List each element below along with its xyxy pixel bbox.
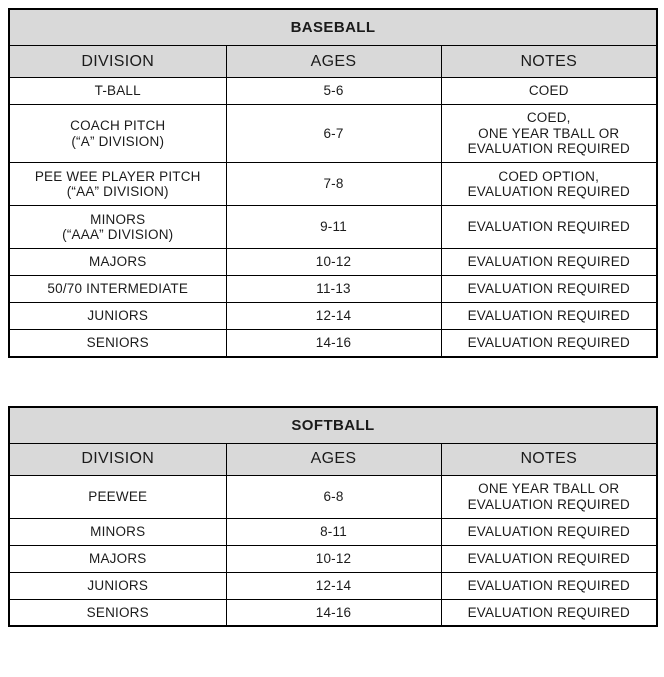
softball-column-header-row: DIVISION AGES NOTES (8, 442, 658, 476)
table-row: SENIORS 14-16 EVALUATION REQUIRED (8, 329, 658, 357)
baseball-table-title: BASEBALL (8, 8, 658, 46)
baseball-table: BASEBALL DIVISION AGES NOTES T-BALL 5-6 CO… (8, 8, 658, 358)
notes-cell: COED, ONE YEAR TBALL OR EVALUATION REQUIRE… (440, 104, 658, 163)
notes-cell: COED OPTION, EVALUATION REQUIRED (440, 162, 658, 206)
table-row: MINORS 8-11 EVALUATION REQUIRED (8, 517, 658, 546)
division-cell: PEEWEE (8, 474, 227, 519)
table-row: COACH PITCH (“A” DIVISION) 6-7 COED, ONE YEA… (8, 104, 658, 163)
division-cell: COACH PITCH (“A” DIVISION) (8, 104, 227, 163)
ages-cell: 10-12 (225, 544, 442, 573)
division-cell: MINORS (8, 517, 227, 546)
division-cell: JUNIORS (8, 302, 227, 330)
ages-cell: 9-11 (225, 205, 442, 249)
notes-cell: EVALUATION REQUIRED (440, 248, 658, 276)
notes-cell: EVALUATION REQUIRED (440, 544, 658, 573)
notes-cell: EVALUATION REQUIRED (440, 205, 658, 249)
column-header-ages: AGES (225, 442, 442, 476)
table-row: JUNIORS 12-14 EVALUATION REQUIRED (8, 302, 658, 330)
division-cell: 50/70 INTERMEDIATE (8, 275, 227, 303)
notes-cell: EVALUATION REQUIRED (440, 571, 658, 600)
ages-cell: 11-13 (225, 275, 442, 303)
ages-cell: 6-8 (225, 474, 442, 519)
notes-cell: ONE YEAR TBALL OR EVALUATION REQUIRED (440, 474, 658, 519)
notes-cell: EVALUATION REQUIRED (440, 598, 658, 627)
ages-cell: 8-11 (225, 517, 442, 546)
table-row: PEEWEE 6-8 ONE YEAR TBALL OR EVALUATION REQ… (8, 474, 658, 519)
table-row: PEE WEE PLAYER PITCH (“AA” DIVISION) 7-8 CO… (8, 162, 658, 206)
division-cell: PEE WEE PLAYER PITCH (“AA” DIVISION) (8, 162, 227, 206)
softball-title-row: SOFTBALL (8, 406, 658, 444)
column-header-notes: NOTES (440, 45, 658, 78)
table-row: 50/70 INTERMEDIATE 11-13 EVALUATION REQUIR… (8, 275, 658, 303)
ages-cell: 10-12 (225, 248, 442, 276)
notes-cell: EVALUATION REQUIRED (440, 302, 658, 330)
column-header-notes: NOTES (440, 442, 658, 476)
ages-cell: 5-6 (225, 77, 442, 105)
softball-table-title: SOFTBALL (8, 406, 658, 444)
ages-cell: 12-14 (225, 302, 442, 330)
baseball-column-header-row: DIVISION AGES NOTES (8, 45, 658, 78)
table-row: MINORS (“AAA” DIVISION) 9-11 EVALUATION REQ… (8, 205, 658, 249)
notes-cell: COED (440, 77, 658, 105)
division-cell: MAJORS (8, 248, 227, 276)
ages-cell: 14-16 (225, 329, 442, 357)
table-row: MAJORS 10-12 EVALUATION REQUIRED (8, 544, 658, 573)
table-row: SENIORS 14-16 EVALUATION REQUIRED (8, 598, 658, 627)
division-cell: MINORS (“AAA” DIVISION) (8, 205, 227, 249)
table-row: MAJORS 10-12 EVALUATION REQUIRED (8, 248, 658, 276)
softball-table: SOFTBALL DIVISION AGES NOTES PEEWEE 6-8 ON… (8, 405, 659, 627)
ages-cell: 7-8 (225, 162, 442, 206)
division-cell: JUNIORS (8, 571, 227, 600)
ages-cell: 14-16 (225, 598, 442, 627)
division-cell: T-BALL (8, 77, 227, 105)
table-row: JUNIORS 12-14 EVALUATION REQUIRED (8, 571, 658, 600)
column-header-ages: AGES (225, 45, 442, 78)
ages-cell: 12-14 (225, 571, 442, 600)
column-header-division: DIVISION (8, 45, 227, 78)
column-header-division: DIVISION (8, 442, 227, 476)
notes-cell: EVALUATION REQUIRED (440, 275, 658, 303)
division-cell: SENIORS (8, 598, 227, 627)
division-cell: MAJORS (8, 544, 227, 573)
notes-cell: EVALUATION REQUIRED (440, 517, 658, 546)
table-row: T-BALL 5-6 COED (8, 77, 658, 105)
division-cell: SENIORS (8, 329, 227, 357)
baseball-title-row: BASEBALL (8, 8, 658, 46)
ages-cell: 6-7 (225, 104, 442, 163)
notes-cell: EVALUATION REQUIRED (440, 329, 658, 357)
